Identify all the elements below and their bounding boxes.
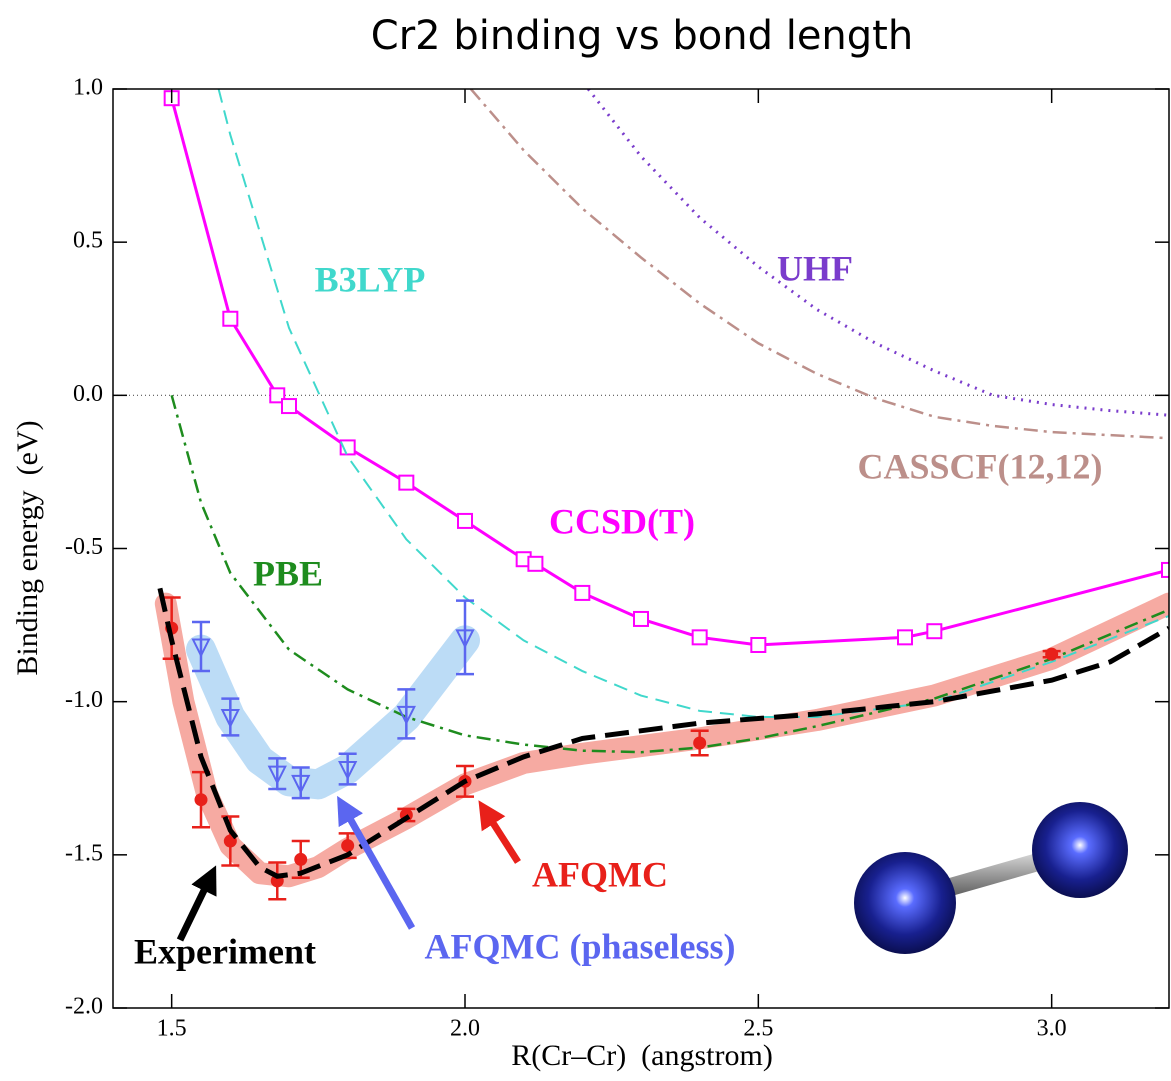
molecule-icon (854, 802, 1128, 954)
fit-band (154, 592, 1169, 888)
x-tick-label: 2.5 (743, 1016, 773, 1042)
series-line (217, 89, 1169, 718)
y-tick-label: -1.0 (65, 687, 103, 713)
error-bar (456, 599, 474, 676)
series-label: Experiment (134, 931, 316, 971)
plot-frame (112, 88, 1170, 1009)
series-label: UHF (777, 248, 853, 288)
y-tick-label: -2.0 (65, 994, 103, 1020)
error-bar (397, 688, 416, 740)
marker (267, 765, 287, 785)
x-tick-label: 1.5 (157, 1016, 187, 1042)
series-line (587, 89, 1169, 417)
marker (1045, 647, 1059, 661)
y-tick-label: -1.5 (65, 840, 103, 866)
y-axis-title: Binding energy (eV) (11, 420, 44, 675)
arrow (176, 865, 217, 942)
marker (291, 774, 311, 795)
error-bar (221, 697, 240, 737)
marker (693, 736, 707, 750)
marker (750, 636, 767, 653)
marker (281, 398, 297, 415)
marker (341, 839, 355, 853)
marker (574, 584, 591, 601)
arrow (337, 795, 416, 930)
y-tick-label: 1.0 (73, 75, 103, 101)
marker (398, 474, 415, 491)
x-tick-label: 2.0 (450, 1016, 480, 1042)
series-label: AFQMC (532, 854, 668, 894)
series-label: B3LYP (315, 259, 426, 299)
series-label: PBE (253, 553, 323, 593)
series-label: CASSCF(12,12) (857, 446, 1102, 486)
x-axis-title: R(Cr–Cr) (angstrom) (511, 1039, 773, 1072)
marker (455, 629, 475, 649)
atom (1032, 802, 1128, 898)
marker (220, 708, 240, 729)
marker (338, 761, 358, 781)
x-tick-label: 3.0 (1037, 1016, 1067, 1042)
y-tick-label: -0.5 (65, 534, 103, 560)
marker (222, 310, 239, 327)
error-bar (192, 620, 210, 673)
arrow (478, 800, 521, 864)
series-line (469, 89, 1169, 440)
series-line (170, 395, 1169, 754)
y-tick-label: 0.0 (73, 381, 103, 407)
marker (926, 623, 943, 640)
y-tick-label: 0.5 (73, 228, 103, 254)
arrows (176, 795, 521, 942)
marker (294, 852, 308, 866)
marker (457, 512, 473, 529)
fit-band (186, 625, 480, 800)
marker (194, 793, 208, 807)
series-line (157, 587, 1169, 879)
series-label: CCSD(T) (549, 501, 695, 541)
marker (396, 705, 416, 726)
series-label: AFQMC (phaseless) (425, 926, 736, 966)
marker (691, 629, 708, 646)
marker (269, 387, 286, 404)
atom (854, 852, 956, 954)
plot-area (113, 89, 1169, 901)
axes: -2.0 -1.5 -1.0 -0.5 0.0 0.5 1.0 1.5 2.0 2.5 3.0 (65, 75, 1169, 1042)
marker (633, 610, 649, 627)
marker (897, 629, 913, 646)
marker (527, 555, 544, 572)
chart-title: Cr2 binding vs bond length (371, 13, 913, 59)
marker (1161, 561, 1169, 578)
marker (191, 638, 211, 658)
